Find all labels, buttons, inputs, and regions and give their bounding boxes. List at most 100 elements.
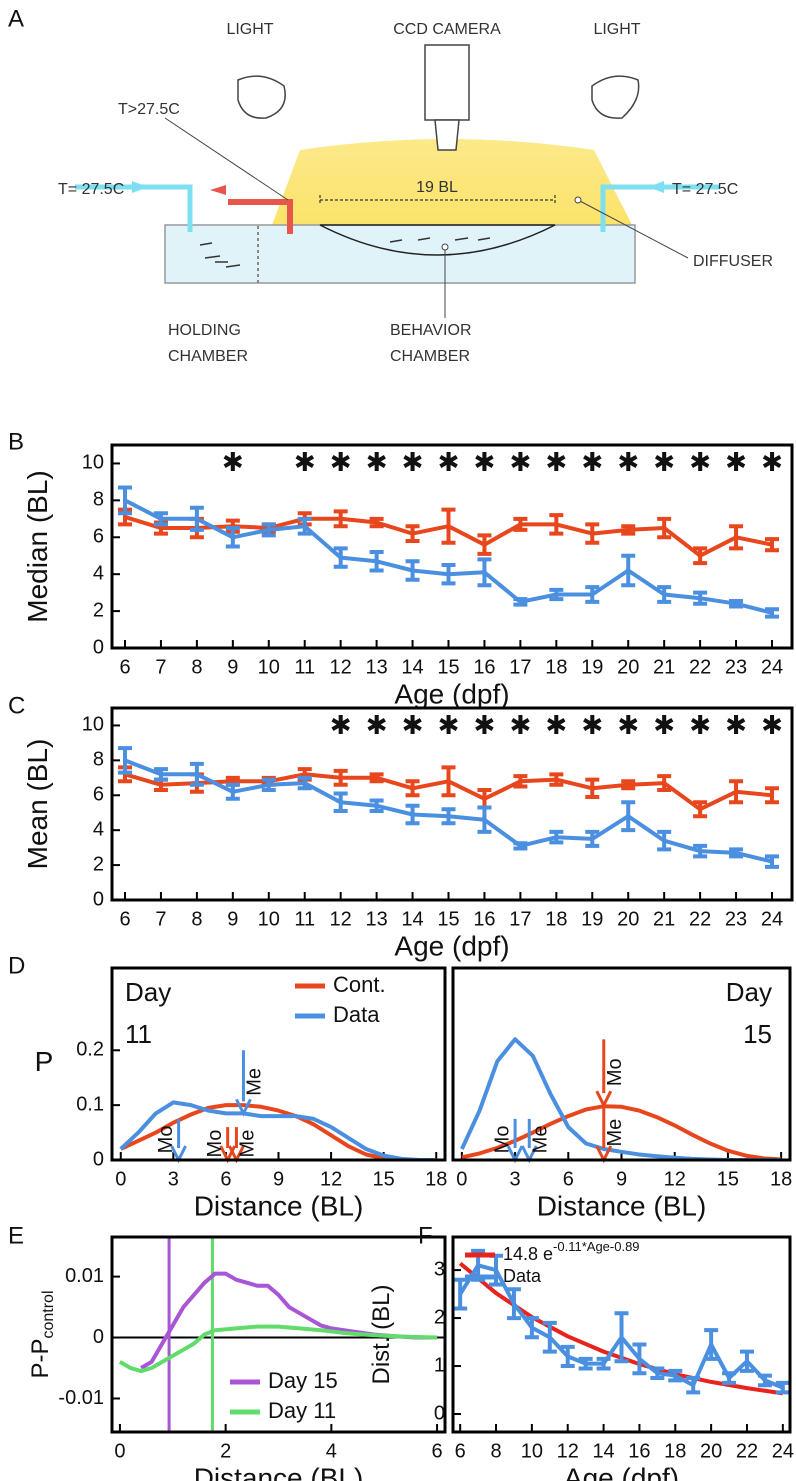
x-tick-label: 19 [581, 908, 603, 930]
significance-star: ✱ [545, 710, 567, 740]
error-bar [441, 807, 456, 826]
outflow-pipe [228, 199, 293, 234]
label: BEHAVIOR [390, 322, 472, 339]
significance-star: ✱ [653, 710, 675, 740]
panel-letter: B [8, 428, 24, 455]
error-bar [153, 767, 168, 782]
significance-star: ✱ [545, 447, 567, 477]
x-tick-label: 4 [326, 1440, 337, 1462]
plot-frame [110, 706, 794, 902]
significance-star: ✱ [222, 447, 244, 477]
error-bar [621, 779, 636, 791]
error-bar [513, 516, 528, 532]
error-bar [441, 562, 456, 586]
error-bar [369, 772, 384, 784]
x-tick-label: 12 [330, 656, 352, 678]
x-tick-label: 24 [772, 1440, 794, 1462]
y-tick-label: 6 [93, 526, 104, 548]
label: HOLDING [168, 322, 241, 339]
error-bar [333, 768, 348, 787]
significance-star: ✱ [330, 710, 352, 740]
x-tick-label: 13 [365, 908, 387, 930]
legend-text: Data [333, 1002, 380, 1027]
y-tick-label: 0 [93, 1148, 104, 1170]
x-tick-label: 8 [191, 656, 202, 678]
error-bar [668, 1368, 683, 1383]
x-tick-label: 15 [437, 908, 459, 930]
y-axis-label: P-Pcontrol [27, 1290, 57, 1378]
error-bar [578, 1356, 593, 1371]
y-tick-label: 6 [93, 784, 104, 806]
error-bar [333, 546, 348, 569]
y-tick-label: 10 [82, 452, 104, 474]
error-bar [775, 1380, 790, 1395]
legend-label: 14.8 e-0.11*Age-0.89 [503, 1239, 640, 1263]
error-bar [549, 829, 564, 845]
error-bar [693, 546, 708, 566]
series-line [118, 1324, 438, 1374]
error-bar [441, 507, 456, 545]
error-bar [686, 1376, 701, 1395]
x-tick-label: 0 [456, 1168, 467, 1190]
error-bar [225, 526, 240, 549]
inflow-pipe [75, 184, 193, 232]
x-tick-label: 6 [455, 1440, 466, 1462]
significance-star: ✱ [509, 447, 531, 477]
panel-letter: A [8, 5, 24, 32]
x-tick-label: 0 [114, 1440, 125, 1462]
error-bar [621, 800, 636, 833]
x-tick-label: 9 [227, 908, 238, 930]
error-bar [477, 557, 492, 588]
error-bar [225, 782, 240, 801]
label: T= 27.5C [672, 181, 738, 198]
x-tick-label: 22 [689, 656, 711, 678]
significance-star: ✱ [402, 447, 424, 477]
error-bar [704, 1328, 719, 1361]
error-bar [513, 597, 528, 607]
x-tick-label: 11 [294, 656, 315, 678]
error-bar [596, 1356, 611, 1371]
significance-star: ✱ [617, 710, 639, 740]
y-axis-text: P-P [27, 1339, 54, 1379]
flow-arrow [648, 181, 664, 193]
y-tick-label: 0.1 [76, 1093, 104, 1115]
error-bar [729, 847, 744, 859]
scale-line [319, 195, 556, 205]
error-bar [585, 585, 600, 604]
flow-arrow [210, 185, 226, 195]
plot-frame [451, 1235, 792, 1434]
day-label: Day [726, 977, 772, 1007]
significance-star: ✱ [509, 710, 531, 740]
error-bar [693, 590, 708, 606]
y-tick-label: 0.01 [65, 1265, 104, 1287]
arrow-label: Mo [155, 1126, 177, 1154]
significance-star: ✱ [725, 447, 747, 477]
x-tick-label: 21 [653, 908, 675, 930]
significance-star: ✱ [366, 710, 388, 740]
arrow-label: Me [237, 1130, 259, 1158]
error-bar [585, 522, 600, 545]
error-bar [621, 524, 636, 536]
camera-lens [434, 119, 460, 151]
error-bar [297, 775, 312, 791]
significance-star: ✱ [438, 447, 460, 477]
x-axis-label: Age (dpf) [394, 930, 509, 961]
error-bar [585, 777, 600, 800]
y-axis-text: Median (BL) [22, 470, 53, 623]
x-tick-label: 18 [425, 1168, 447, 1190]
y-tick-label: 0 [434, 1402, 445, 1424]
y-tick-label: -0.01 [58, 1387, 104, 1409]
x-tick-label: 7 [155, 656, 166, 678]
y-axis-label: P [35, 1046, 54, 1077]
leader [577, 199, 689, 259]
plot-frame [451, 966, 792, 1162]
error-bar [405, 524, 420, 543]
fish [199, 237, 491, 268]
tank [164, 224, 636, 284]
significance-star: ✱ [366, 447, 388, 477]
error-bar [524, 1316, 539, 1340]
y-tick-label: 0 [93, 636, 104, 658]
x-tick-label: 19 [581, 656, 603, 678]
camera-body [424, 44, 470, 121]
x-tick-label: 15 [373, 1168, 395, 1190]
